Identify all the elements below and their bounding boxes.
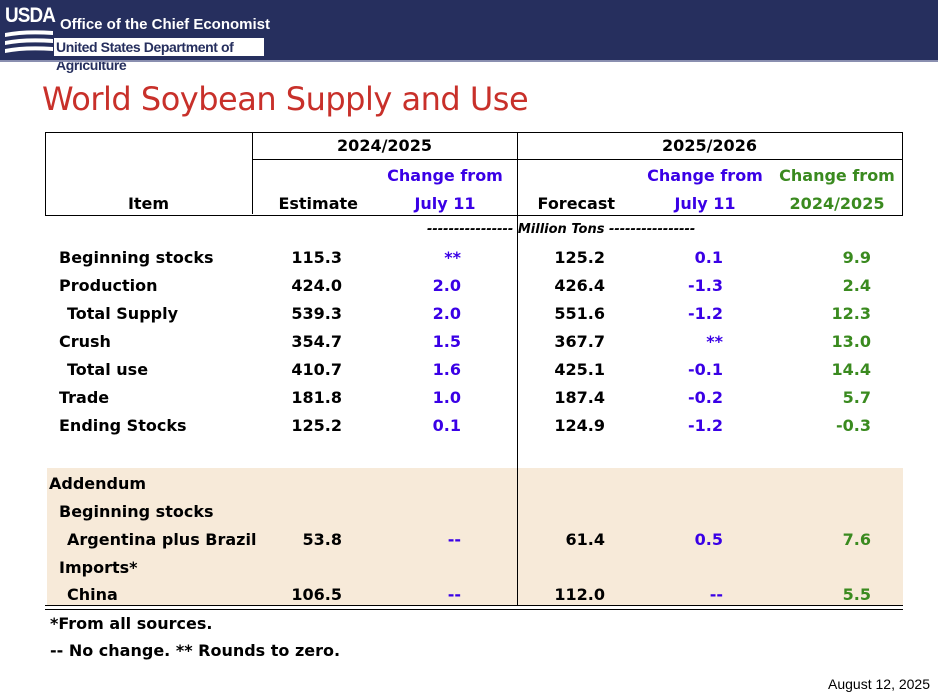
row-forecast: 124.9 bbox=[554, 416, 605, 435]
department-name-box: United States Department of Agriculture bbox=[54, 38, 264, 73]
argbra-forecast: 61.4 bbox=[565, 530, 605, 549]
china-change-prev: 5.5 bbox=[842, 585, 871, 604]
row-change-july: 2.0 bbox=[432, 304, 461, 323]
row-change-july-2: -0.1 bbox=[688, 360, 723, 379]
china-forecast: 112.0 bbox=[554, 585, 605, 604]
year1-header: 2024/2025 bbox=[337, 136, 432, 155]
units-label: ---------------- Million Tons ----------… bbox=[427, 222, 696, 237]
forecast-header: Forecast bbox=[537, 194, 615, 213]
footnote-sources: *From all sources. bbox=[50, 614, 213, 633]
china-label: China bbox=[67, 585, 118, 604]
row-change-july: 1.6 bbox=[432, 360, 461, 379]
office-name: Office of the Chief Economist bbox=[60, 16, 271, 33]
argbra-change-prev: 7.6 bbox=[842, 530, 871, 549]
row-change-july-2: ** bbox=[706, 332, 723, 351]
row-change-july-2: -1.2 bbox=[688, 416, 723, 435]
china-change-july: -- bbox=[447, 585, 461, 604]
row-change-prev: 14.4 bbox=[831, 360, 871, 379]
row-change-july-2: -1.3 bbox=[688, 276, 723, 295]
table-bottom-double-line bbox=[45, 605, 903, 610]
addendum-beginning-stocks: Beginning stocks bbox=[59, 502, 214, 521]
addendum-background bbox=[47, 468, 903, 606]
imports-label: Imports* bbox=[59, 558, 138, 577]
row-label: Production bbox=[59, 276, 158, 295]
row-estimate: 115.3 bbox=[291, 248, 342, 267]
row-label: Total Supply bbox=[67, 304, 179, 323]
row-forecast: 425.1 bbox=[554, 360, 605, 379]
china-estimate: 106.5 bbox=[291, 585, 342, 604]
row-change-prev: 5.7 bbox=[842, 388, 871, 407]
usda-logo-graphic bbox=[5, 30, 53, 53]
header-divider bbox=[0, 60, 938, 62]
row-estimate: 181.8 bbox=[291, 388, 342, 407]
row-estimate: 410.7 bbox=[291, 360, 342, 379]
table-header-box bbox=[45, 132, 903, 216]
row-change-july-2: -1.2 bbox=[688, 304, 723, 323]
row-label: Trade bbox=[59, 388, 110, 407]
row-forecast: 426.4 bbox=[554, 276, 605, 295]
header-divider-line bbox=[252, 159, 902, 160]
usda-logo-text: USDA bbox=[5, 4, 56, 27]
row-change-july: 2.0 bbox=[432, 276, 461, 295]
row-change-prev: 13.0 bbox=[831, 332, 871, 351]
supply-use-table: 2024/2025 2025/2026 Item Estimate Change… bbox=[45, 132, 903, 610]
row-estimate: 354.7 bbox=[291, 332, 342, 351]
row-estimate: 125.2 bbox=[291, 416, 342, 435]
change-july-header-1: Change from bbox=[387, 166, 503, 185]
row-change-july-2: -0.2 bbox=[688, 388, 723, 407]
row-change-prev: 2.4 bbox=[842, 276, 871, 295]
row-forecast: 187.4 bbox=[554, 388, 605, 407]
row-label: Crush bbox=[59, 332, 111, 351]
row-estimate: 539.3 bbox=[291, 304, 342, 323]
department-name: United States Department of Agriculture bbox=[56, 39, 234, 73]
row-label: Ending Stocks bbox=[59, 416, 187, 435]
year2-header: 2025/2026 bbox=[662, 136, 757, 155]
row-forecast: 367.7 bbox=[554, 332, 605, 351]
page-title: World Soybean Supply and Use bbox=[42, 80, 529, 118]
row-change-july: 1.0 bbox=[432, 388, 461, 407]
date-label: August 12, 2025 bbox=[828, 676, 930, 692]
row-label: Beginning stocks bbox=[59, 248, 214, 267]
row-forecast: 551.6 bbox=[554, 304, 605, 323]
item-header: Item bbox=[127, 194, 170, 213]
row-change-july: 0.1 bbox=[432, 416, 461, 435]
row-label: Total use bbox=[67, 360, 149, 379]
row-change-july: ** bbox=[444, 248, 461, 267]
addendum-label: Addendum bbox=[49, 474, 147, 493]
change-prev-header: Change from bbox=[779, 166, 895, 185]
change-july-header-2: Change from bbox=[647, 166, 763, 185]
argbra-label: Argentina plus Brazil bbox=[67, 530, 257, 549]
china-change-july-2: -- bbox=[709, 585, 723, 604]
argbra-change-july: -- bbox=[447, 530, 461, 549]
row-change-prev: 9.9 bbox=[842, 248, 871, 267]
row-change-july: 1.5 bbox=[432, 332, 461, 351]
estimate-header: Estimate bbox=[278, 194, 358, 213]
july11-header-1: July 11 bbox=[414, 194, 476, 213]
row-change-prev: 12.3 bbox=[831, 304, 871, 323]
header-bar: USDA Office of the Chief Economist Unite… bbox=[0, 0, 938, 73]
usda-logo: USDA bbox=[5, 4, 56, 57]
argbra-change-july-2: 0.5 bbox=[694, 530, 723, 549]
row-estimate: 424.0 bbox=[291, 276, 342, 295]
row-change-prev: -0.3 bbox=[836, 416, 871, 435]
july11-header-2: July 11 bbox=[674, 194, 736, 213]
item-column-divider bbox=[252, 132, 253, 214]
argbra-estimate: 53.8 bbox=[302, 530, 342, 549]
row-forecast: 125.2 bbox=[554, 248, 605, 267]
footnote-legend: -- No change. ** Rounds to zero. bbox=[50, 641, 341, 660]
year-column-divider bbox=[517, 132, 518, 606]
prev-year-header: 2024/2025 bbox=[789, 194, 885, 213]
row-change-july-2: 0.1 bbox=[694, 248, 723, 267]
